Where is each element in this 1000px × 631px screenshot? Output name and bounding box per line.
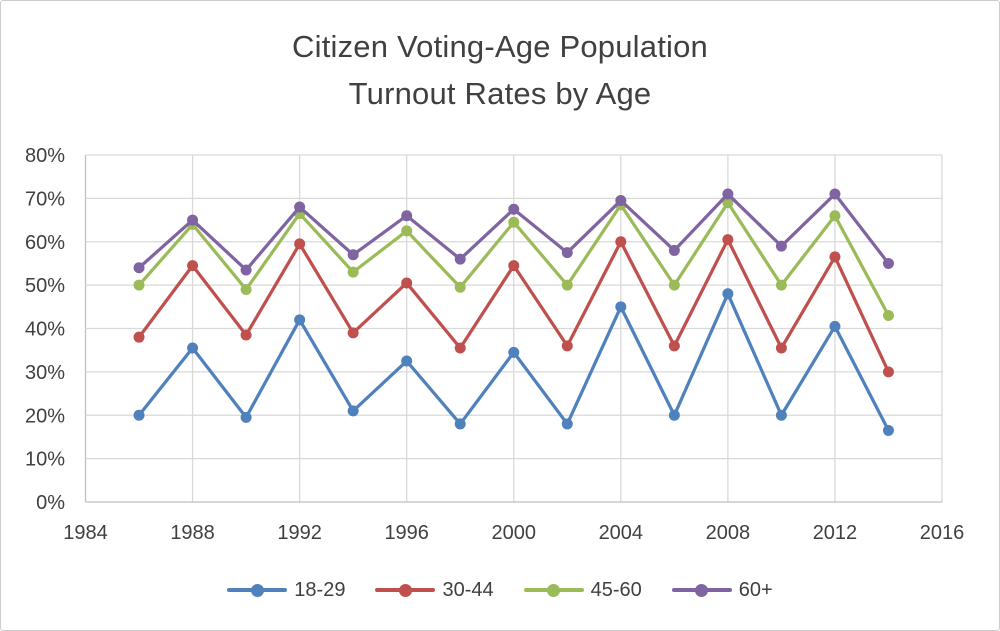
y-tick-label-70: 70% [25, 188, 65, 210]
legend-item-18-29: 18-29 [227, 579, 345, 602]
point-18-29-1990 [240, 411, 252, 423]
legend-marker-dot [398, 583, 412, 597]
point-60+-2012 [829, 188, 841, 200]
legend-marker-icon [227, 583, 288, 597]
y-tick-label-20: 20% [25, 405, 65, 427]
point-45-60-1998 [454, 281, 466, 293]
point-18-29-1996 [401, 355, 413, 367]
point-60+-2004 [615, 195, 627, 207]
point-45-60-1986 [133, 279, 145, 291]
point-45-60-2002 [561, 279, 573, 291]
point-30-44-2004 [615, 236, 627, 248]
legend-label: 18-29 [294, 578, 346, 601]
x-tick-label-2012: 2012 [813, 522, 858, 544]
legend-marker-icon [375, 583, 436, 597]
point-30-44-1990 [240, 329, 252, 341]
legend-label: 30-44 [442, 578, 494, 601]
legend-marker-icon [671, 583, 732, 597]
point-45-60-2006 [668, 279, 680, 291]
point-45-60-2000 [508, 216, 520, 228]
point-45-60-1994 [347, 266, 359, 278]
point-45-60-1996 [401, 225, 413, 237]
point-18-29-2006 [668, 409, 680, 421]
point-60+-1992 [294, 201, 306, 213]
legend-label: 60+ [738, 578, 773, 601]
point-30-44-2006 [668, 340, 680, 352]
point-45-60-2012 [829, 210, 841, 222]
legend-marker-dot [250, 583, 264, 597]
point-60+-1998 [454, 253, 466, 265]
point-18-29-1988 [187, 342, 199, 354]
x-tick-label-1992: 1992 [277, 522, 322, 544]
y-tick-label-0: 0% [36, 492, 65, 514]
y-tick-label-10: 10% [25, 449, 65, 471]
chart-title: Citizen Voting-Age Population Turnout Ra… [1, 23, 999, 117]
point-30-44-1994 [347, 327, 359, 339]
point-18-29-1992 [294, 314, 306, 326]
point-18-29-2012 [829, 320, 841, 332]
y-tick-label-50: 50% [25, 275, 65, 297]
legend-label: 45-60 [590, 578, 642, 601]
point-30-44-2014 [882, 366, 894, 378]
point-60+-2008 [722, 188, 734, 200]
point-60+-2002 [561, 247, 573, 259]
chart-title-line1: Citizen Voting-Age Population [292, 29, 708, 64]
point-30-44-2000 [508, 260, 520, 272]
point-60+-2010 [775, 240, 787, 252]
point-60+-2014 [882, 257, 894, 269]
point-45-60-2010 [775, 279, 787, 291]
point-18-29-2004 [615, 301, 627, 313]
y-tick-label-40: 40% [25, 319, 65, 341]
point-18-29-2002 [561, 418, 573, 430]
point-18-29-1986 [133, 409, 145, 421]
point-18-29-2000 [508, 346, 520, 358]
point-60+-1988 [187, 214, 199, 226]
point-30-44-1986 [133, 331, 145, 343]
point-30-44-1998 [454, 342, 466, 354]
x-tick-label-2000: 2000 [492, 522, 537, 544]
legend-marker-icon [523, 583, 584, 597]
point-30-44-2012 [829, 251, 841, 263]
legend: 18-29 30-44 45-60 60+ [1, 575, 999, 605]
point-60+-2006 [668, 244, 680, 256]
point-45-60-1990 [240, 283, 252, 295]
x-tick-label-1988: 1988 [170, 522, 215, 544]
point-30-44-2008 [722, 234, 734, 246]
point-30-44-1988 [187, 260, 199, 272]
point-60+-1994 [347, 249, 359, 261]
point-60+-1996 [401, 210, 413, 222]
point-18-29-2014 [882, 424, 894, 436]
x-tick-label-2008: 2008 [706, 522, 751, 544]
point-18-29-2008 [722, 288, 734, 300]
point-18-29-2010 [775, 409, 787, 421]
y-tick-label-80: 80% [25, 145, 65, 167]
chart-title-line2: Turnout Rates by Age [348, 76, 652, 111]
point-45-60-2008 [722, 197, 734, 209]
y-tick-label-60: 60% [25, 232, 65, 254]
point-60+-1990 [240, 264, 252, 276]
point-60+-1986 [133, 262, 145, 274]
point-60+-2000 [508, 203, 520, 215]
x-tick-label-2016: 2016 [920, 522, 965, 544]
point-30-44-2010 [775, 342, 787, 354]
x-tick-label-1984: 1984 [63, 522, 108, 544]
legend-item-60+: 60+ [671, 578, 773, 602]
y-tick-label-30: 30% [25, 362, 65, 384]
point-18-29-1994 [347, 405, 359, 417]
legend-marker-dot [547, 583, 561, 597]
point-30-44-1992 [294, 238, 306, 250]
legend-item-30-44: 30-44 [375, 578, 494, 602]
legend-item-45-60: 45-60 [523, 578, 642, 602]
x-tick-label-2004: 2004 [599, 522, 644, 544]
x-tick-label-1996: 1996 [384, 522, 429, 544]
point-30-44-1996 [401, 277, 413, 289]
point-45-60-2014 [882, 309, 894, 321]
point-18-29-1998 [454, 418, 466, 430]
point-30-44-2002 [561, 340, 573, 352]
legend-marker-dot [695, 583, 709, 597]
